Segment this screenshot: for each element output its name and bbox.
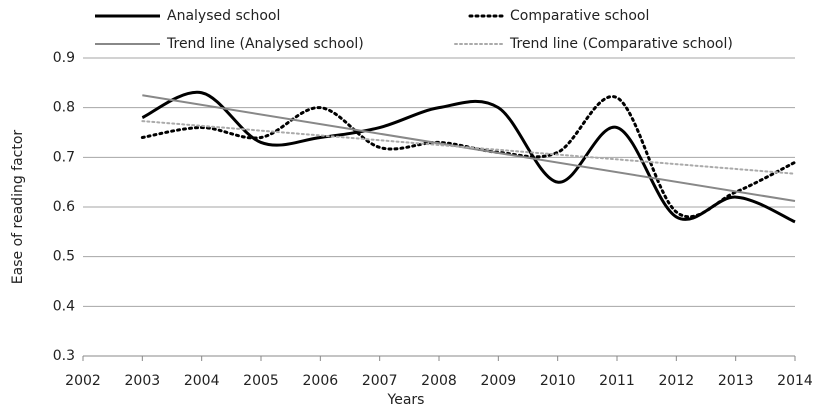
- legend-label: Comparative school: [510, 8, 649, 24]
- y-tick-label: 0.8: [53, 100, 75, 116]
- legend-label: Trend line (Comparative school): [509, 36, 733, 52]
- x-tick-label: 2006: [303, 373, 339, 389]
- y-tick-label: 0.6: [53, 199, 75, 215]
- x-tick-label: 2008: [421, 373, 457, 389]
- x-tick-label: 2011: [599, 373, 635, 389]
- x-tick-label: 2009: [481, 373, 517, 389]
- x-axis-label: Years: [387, 392, 425, 408]
- y-tick-label: 0.5: [53, 249, 75, 265]
- y-tick-label: 0.4: [53, 298, 75, 314]
- legend-label: Trend line (Analysed school): [166, 36, 364, 52]
- y-axis-label: Ease of reading factor: [10, 130, 26, 285]
- series-line: [141, 120, 796, 175]
- series-line: [140, 95, 797, 219]
- x-tick-label: 2013: [718, 373, 754, 389]
- x-tick-label: 2012: [659, 373, 695, 389]
- legend-label: Analysed school: [167, 8, 280, 24]
- x-tick-label: 2002: [65, 373, 101, 389]
- x-tick-label: 2010: [540, 373, 576, 389]
- x-tick-label: 2014: [777, 373, 813, 389]
- y-tick-label: 0.7: [53, 149, 75, 165]
- x-tick-label: 2005: [243, 373, 279, 389]
- x-tick-label: 2003: [125, 373, 161, 389]
- x-tick-label: 2004: [184, 373, 220, 389]
- y-tick-label: 0.3: [53, 348, 75, 364]
- y-tick-label: 0.9: [53, 50, 75, 66]
- x-tick-label: 2007: [362, 373, 398, 389]
